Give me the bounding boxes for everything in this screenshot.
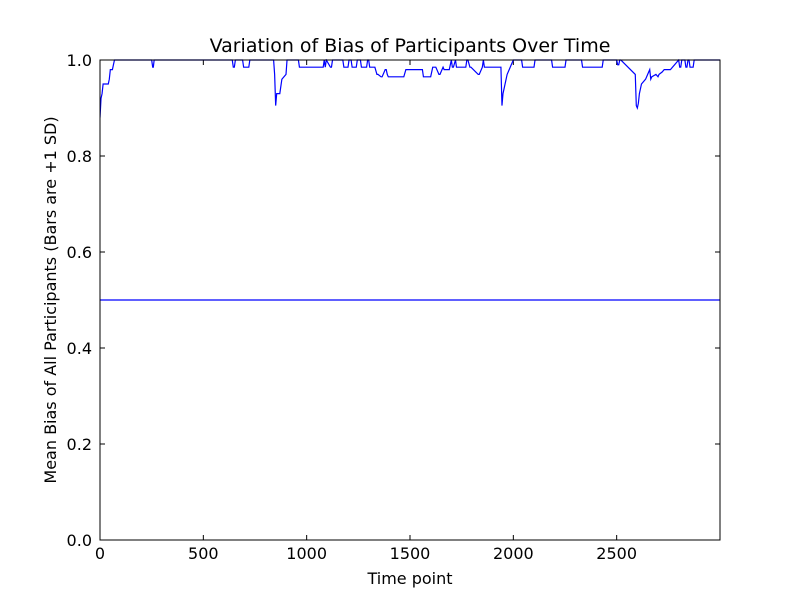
y-tick-label: 0.4 xyxy=(67,339,92,358)
x-tick-label: 0 xyxy=(95,544,105,563)
x-axis-ticks: 0 500 1000 1500 2000 2500 xyxy=(95,60,637,563)
chart-title: Variation of Bias of Participants Over T… xyxy=(210,35,611,57)
x-tick-label: 1500 xyxy=(390,544,431,563)
x-tick-label: 2500 xyxy=(596,544,637,563)
sd-bar-line xyxy=(100,59,720,118)
y-tick-label: 0.0 xyxy=(67,531,92,550)
y-tick-label: 1.0 xyxy=(67,51,92,70)
x-axis-label: Time point xyxy=(366,569,452,588)
x-tick-label: 2000 xyxy=(493,544,534,563)
y-tick-label: 0.8 xyxy=(67,147,92,166)
y-axis-ticks: 0.0 0.2 0.4 0.6 0.8 1.0 xyxy=(67,51,720,550)
y-axis-label: Mean Bias of All Participants (Bars are … xyxy=(41,116,60,483)
plot-frame xyxy=(99,59,721,541)
plot-series xyxy=(100,59,720,301)
y-tick-label: 0.6 xyxy=(67,243,92,262)
y-tick-label: 0.2 xyxy=(67,435,92,454)
x-tick-label: 1000 xyxy=(286,544,327,563)
x-tick-label: 500 xyxy=(188,544,219,563)
